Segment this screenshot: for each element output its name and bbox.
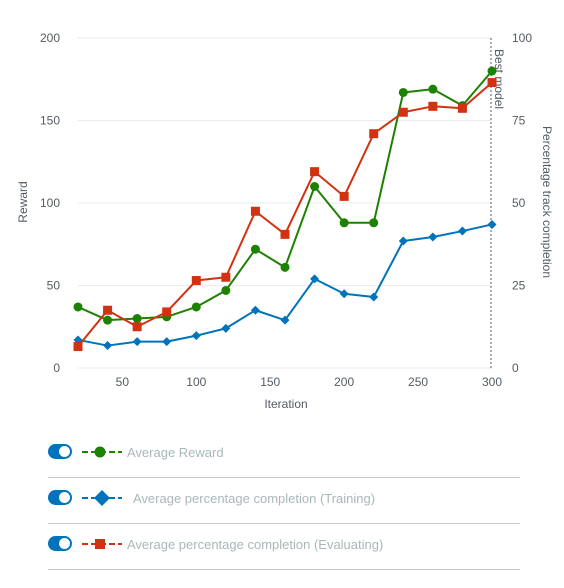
data-point	[488, 220, 497, 229]
y-axis-title: Reward	[16, 181, 30, 222]
diamond-marker-icon	[80, 486, 124, 510]
left-y-axis-ticks: 0 50 100 150 200	[40, 31, 60, 375]
data-point	[281, 230, 290, 239]
data-point	[281, 263, 290, 272]
data-point	[74, 302, 83, 311]
data-point	[251, 245, 260, 254]
data-point	[428, 85, 437, 94]
data-point	[369, 129, 378, 138]
y2-tick-label: 0	[512, 361, 519, 375]
data-point	[103, 341, 112, 350]
x-tick-label: 150	[260, 375, 280, 389]
series-toggle[interactable]	[48, 536, 72, 551]
data-point	[369, 218, 378, 227]
data-point	[399, 88, 408, 97]
data-point	[428, 232, 437, 241]
data-point	[310, 182, 319, 191]
data-point	[488, 78, 497, 87]
data-point	[340, 218, 349, 227]
legend-label: Average percentage completion (Evaluatin…	[127, 537, 383, 552]
data-point	[340, 289, 349, 298]
data-point	[428, 102, 437, 111]
data-point	[369, 293, 378, 302]
y-tick-label: 100	[40, 196, 60, 210]
y2-axis-title: Percentage track completion	[540, 126, 554, 278]
legend-item-training-completion[interactable]: Average percentage completion (Training)	[48, 478, 520, 524]
data-point	[162, 337, 171, 346]
data-point	[103, 316, 112, 325]
data-point	[162, 307, 171, 316]
data-point	[133, 314, 142, 323]
data-point	[488, 67, 497, 76]
series-2	[74, 78, 497, 351]
data-point	[221, 286, 230, 295]
legend-item-evaluating-completion[interactable]: Average percentage completion (Evaluatin…	[48, 524, 520, 570]
x-tick-label: 100	[186, 375, 206, 389]
legend-label: Average percentage completion (Training)	[133, 491, 375, 506]
toggle-knob	[59, 446, 70, 457]
data-point	[458, 104, 467, 113]
data-point	[458, 227, 467, 236]
x-axis-title: Iteration	[264, 397, 307, 411]
data-point	[399, 108, 408, 117]
series-line	[78, 83, 492, 347]
data-point	[133, 337, 142, 346]
toggle-knob	[59, 492, 70, 503]
series-toggle[interactable]	[48, 490, 72, 505]
legend: Average Reward Average percentage comple…	[48, 432, 520, 570]
data-point	[192, 331, 201, 340]
y2-tick-label: 25	[512, 279, 526, 293]
x-tick-label: 50	[116, 375, 130, 389]
y-tick-label: 200	[40, 31, 60, 45]
data-point	[133, 322, 142, 331]
circle-marker-icon	[80, 440, 124, 464]
y-tick-label: 150	[40, 114, 60, 128]
y2-tick-label: 75	[512, 114, 526, 128]
data-point	[310, 167, 319, 176]
toggle-knob	[59, 538, 70, 549]
data-point	[399, 236, 408, 245]
data-point	[74, 342, 83, 351]
right-y-axis-ticks: 0 25 50 75 100	[512, 31, 532, 375]
line-chart: 50 100 150 200 250 300 0 50 100 150 200 0 25 50 75 10…	[0, 0, 564, 425]
legend-label: Average Reward	[127, 445, 224, 460]
square-marker-icon	[80, 532, 124, 556]
data-point	[192, 302, 201, 311]
data-point	[221, 273, 230, 282]
data-point	[192, 276, 201, 285]
series-layer	[74, 67, 497, 352]
x-tick-label: 200	[334, 375, 354, 389]
data-point	[251, 207, 260, 216]
x-axis-ticks: 50 100 150 200 250 300	[116, 375, 503, 389]
y-tick-label: 0	[53, 361, 60, 375]
y2-tick-label: 50	[512, 196, 526, 210]
legend-item-average-reward[interactable]: Average Reward	[48, 432, 520, 478]
data-point	[340, 192, 349, 201]
x-tick-label: 250	[408, 375, 428, 389]
series-toggle[interactable]	[48, 444, 72, 459]
y-tick-label: 50	[47, 279, 61, 293]
x-tick-label: 300	[482, 375, 502, 389]
data-point	[251, 306, 260, 315]
data-point	[103, 306, 112, 315]
data-point	[221, 324, 230, 333]
y2-tick-label: 100	[512, 31, 532, 45]
